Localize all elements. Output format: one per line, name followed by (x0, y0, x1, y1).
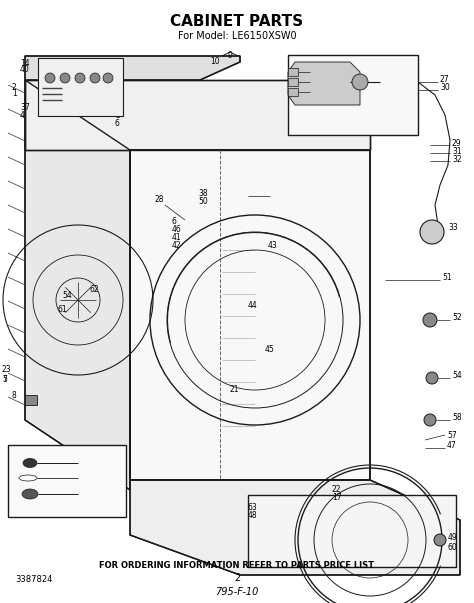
Text: FOR ORDERING INFORMATION REFER TO PARTS PRICE LIST: FOR ORDERING INFORMATION REFER TO PARTS … (100, 561, 374, 569)
Circle shape (90, 73, 100, 83)
Text: 64: 64 (315, 107, 325, 116)
Text: 57: 57 (447, 432, 457, 441)
Circle shape (424, 414, 436, 426)
Text: 4: 4 (20, 110, 25, 119)
Text: 27: 27 (440, 75, 450, 84)
Text: 2: 2 (12, 83, 17, 92)
Text: 2: 2 (234, 573, 240, 583)
Circle shape (75, 73, 85, 83)
Text: 28: 28 (155, 195, 164, 204)
Text: For Model: LE6150XSW0: For Model: LE6150XSW0 (178, 31, 296, 41)
Text: 43: 43 (268, 241, 278, 250)
Circle shape (45, 73, 55, 83)
Text: 52: 52 (452, 314, 462, 323)
Text: 62: 62 (90, 285, 100, 294)
Circle shape (352, 74, 368, 90)
Text: 1: 1 (12, 89, 17, 98)
Bar (25, 395, 37, 405)
Text: 48: 48 (248, 511, 258, 520)
Polygon shape (130, 480, 460, 575)
Text: 38: 38 (198, 189, 208, 198)
Text: CABINET PARTS: CABINET PARTS (171, 14, 303, 30)
Text: 41: 41 (172, 233, 182, 242)
Bar (38, 58, 123, 116)
Text: 30: 30 (440, 83, 450, 92)
Circle shape (103, 73, 113, 83)
Text: 23: 23 (2, 365, 12, 374)
Text: 44: 44 (248, 300, 258, 309)
Text: 50: 50 (198, 198, 208, 206)
Text: 49: 49 (448, 534, 458, 543)
Text: 47: 47 (447, 441, 457, 449)
Ellipse shape (22, 489, 38, 499)
Text: 6: 6 (115, 119, 120, 127)
Text: 45: 45 (265, 346, 275, 355)
Circle shape (423, 313, 437, 327)
Text: 21: 21 (230, 385, 239, 394)
Text: 24: 24 (80, 458, 90, 467)
Text: 10: 10 (210, 57, 219, 66)
Text: 31: 31 (452, 147, 462, 156)
Circle shape (60, 73, 70, 83)
Text: 9: 9 (228, 51, 233, 60)
Text: 58: 58 (452, 414, 462, 423)
Bar (288, 88, 298, 96)
Text: 3: 3 (115, 112, 120, 121)
Polygon shape (25, 80, 370, 150)
Bar (288, 68, 298, 76)
Text: 17: 17 (332, 493, 342, 502)
Bar (8, 445, 126, 517)
Text: 42: 42 (172, 241, 182, 250)
Text: 60: 60 (448, 543, 458, 552)
Bar (288, 55, 418, 135)
Polygon shape (288, 62, 360, 105)
Polygon shape (25, 56, 240, 80)
Text: 63: 63 (248, 504, 258, 513)
Polygon shape (25, 80, 130, 490)
Text: 54: 54 (62, 291, 72, 300)
Circle shape (420, 220, 444, 244)
Text: 46: 46 (172, 226, 182, 235)
Text: 65: 65 (80, 488, 90, 497)
Text: 29: 29 (452, 139, 462, 148)
Ellipse shape (23, 458, 37, 467)
Text: 25: 25 (80, 473, 90, 482)
Text: 14: 14 (20, 58, 29, 68)
Text: 22: 22 (332, 485, 341, 494)
Bar (288, 78, 298, 86)
Text: 5: 5 (2, 376, 7, 385)
Polygon shape (130, 150, 370, 480)
Text: 33: 33 (448, 224, 458, 233)
Text: 61: 61 (58, 306, 68, 315)
Circle shape (426, 372, 438, 384)
Text: 26: 26 (335, 58, 345, 68)
Text: 54: 54 (452, 371, 462, 380)
Text: 51: 51 (442, 274, 452, 282)
Circle shape (434, 534, 446, 546)
Text: 795-F-10: 795-F-10 (215, 587, 259, 597)
Text: 3387824: 3387824 (15, 575, 52, 584)
Text: 37: 37 (20, 104, 30, 113)
Text: 6: 6 (172, 218, 177, 227)
Text: 32: 32 (452, 154, 462, 163)
Text: 40: 40 (20, 66, 30, 75)
Text: 7: 7 (2, 376, 7, 385)
Bar (248, 495, 456, 567)
Text: 8: 8 (12, 391, 17, 400)
